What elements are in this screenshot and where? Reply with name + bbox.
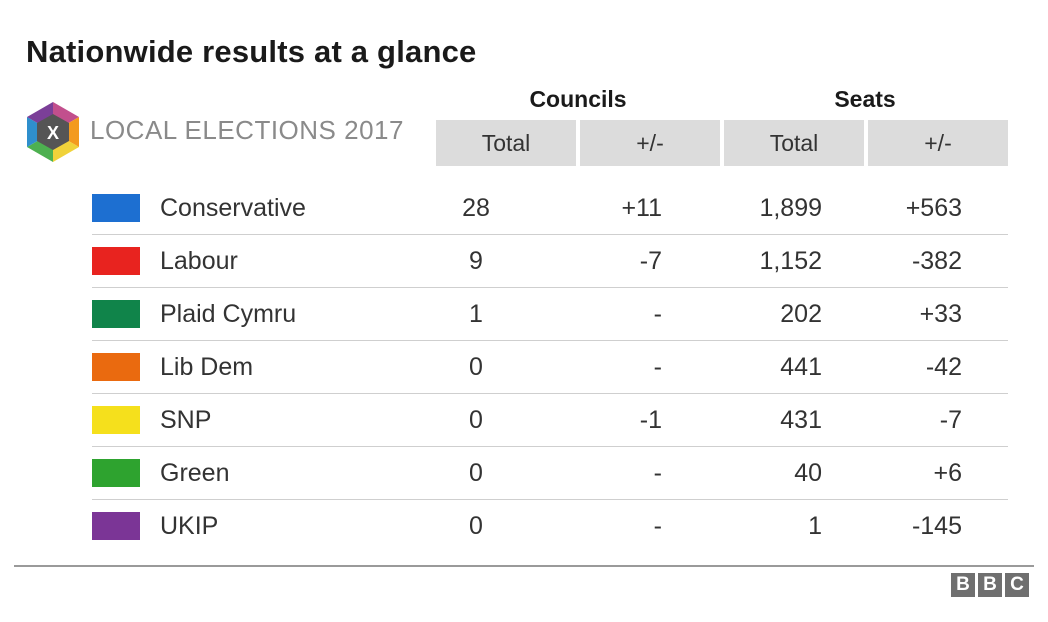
seats-change-value: +33 [919, 300, 962, 328]
logo-mark: X [47, 123, 59, 143]
councils-total-header: Total [436, 120, 576, 166]
councils-change-header: +/- [580, 120, 720, 166]
bbc-logo: B B C [948, 573, 1029, 597]
councils-total-value: 0 [469, 459, 483, 487]
councils-total-value: 9 [469, 247, 483, 275]
party-name: Lib Dem [160, 353, 254, 381]
ballot-hexagon-icon: X [27, 102, 79, 162]
councils-total-value: 0 [469, 512, 483, 540]
seats-total-value: 1,899 [759, 194, 822, 222]
party-color-swatch [92, 406, 140, 434]
table-row: Green 0 - 40 +6 [92, 447, 1008, 500]
bbc-logo-letter: C [1005, 573, 1029, 597]
seats-total-value: 1 [808, 512, 822, 540]
table-row: Labour 9 -7 1,152 -382 [92, 235, 1008, 288]
table-row: SNP 0 -1 431 -7 [92, 394, 1008, 447]
seats-group-header: Seats [834, 86, 896, 112]
party-color-swatch [92, 512, 140, 540]
table-row: UKIP 0 - 1 -145 [92, 500, 1008, 552]
seats-total-value: 1,152 [759, 247, 822, 275]
councils-change-value: - [653, 512, 662, 540]
councils-total-value: 1 [469, 300, 483, 328]
seats-change-header: +/- [868, 120, 1008, 166]
councils-change-value: -7 [639, 247, 662, 275]
councils-total-value: 0 [469, 406, 483, 434]
table-row: Conservative 28 +11 1,899 +563 [92, 182, 1008, 235]
table-row: Lib Dem 0 - 441 -42 [92, 341, 1008, 394]
councils-change-value: -1 [639, 406, 662, 434]
party-name: Conservative [160, 194, 306, 222]
footer-divider [14, 565, 1034, 567]
party-name: UKIP [160, 512, 219, 540]
party-name: Green [160, 459, 230, 487]
party-color-swatch [92, 459, 140, 487]
councils-change-value: - [653, 300, 662, 328]
logo-text: LOCAL ELECTIONS 2017 [90, 115, 404, 145]
local-elections-logo: X LOCAL ELECTIONS 2017 [24, 100, 424, 164]
councils-change-value: - [653, 353, 662, 381]
councils-change-value: - [653, 459, 662, 487]
councils-total-value: 0 [469, 353, 483, 381]
party-name: Labour [160, 247, 238, 275]
seats-total-value: 431 [780, 406, 822, 434]
bbc-logo-letter: B [951, 573, 975, 597]
seats-total-value: 40 [794, 459, 822, 487]
seats-change-value: -145 [911, 512, 962, 540]
seats-change-value: -382 [911, 247, 962, 275]
councils-change-value: +11 [621, 194, 662, 222]
party-name: SNP [160, 406, 212, 434]
seats-change-value: -7 [939, 406, 962, 434]
bbc-logo-letter: B [978, 573, 1002, 597]
party-color-swatch [92, 353, 140, 381]
seats-change-value: +563 [905, 194, 962, 222]
seats-change-value: -42 [925, 353, 962, 381]
seats-total-value: 441 [780, 353, 822, 381]
party-color-swatch [92, 300, 140, 328]
page-title: Nationwide results at a glance [26, 34, 477, 69]
seats-total-header: Total [724, 120, 864, 166]
councils-group-header: Councils [529, 86, 627, 112]
party-name: Plaid Cymru [160, 300, 297, 328]
seats-change-value: +6 [933, 459, 962, 487]
party-color-swatch [92, 194, 140, 222]
councils-total-value: 28 [462, 194, 490, 222]
table-row: Plaid Cymru 1 - 202 +33 [92, 288, 1008, 341]
party-color-swatch [92, 247, 140, 275]
seats-total-value: 202 [780, 300, 822, 328]
